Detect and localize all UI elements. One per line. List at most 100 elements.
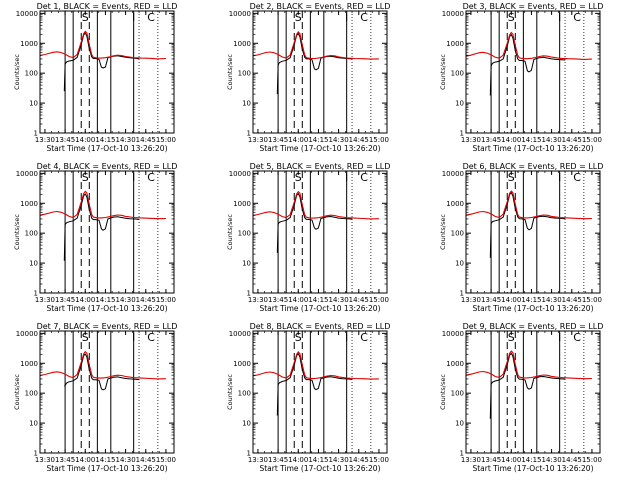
y-tick-label: 1 xyxy=(460,450,464,458)
x-tick-label: 14:30 xyxy=(329,296,349,304)
x-tick-label: 14:45 xyxy=(349,136,369,144)
y-tick-label: 10000 xyxy=(229,170,251,178)
x-tick-label: 13:30 xyxy=(35,456,55,464)
y-tick-label: 1 xyxy=(34,450,38,458)
x-tick-label: 14:30 xyxy=(542,296,562,304)
x-tick-label: 14:00 xyxy=(75,136,95,144)
y-tick-label: 10 xyxy=(455,420,464,428)
marker-letter-S: S xyxy=(295,171,302,184)
x-tick-label: 15:00 xyxy=(156,296,176,304)
y-tick-label: 1 xyxy=(247,290,251,298)
marker-letter-I: I xyxy=(345,11,348,24)
y-axis-label: Counts/sec xyxy=(439,214,447,250)
x-tick-label: 13:30 xyxy=(248,136,268,144)
x-tick-label: 13:45 xyxy=(481,136,501,144)
y-tick-label: 100 xyxy=(238,230,251,238)
events-series-line xyxy=(276,32,353,95)
y-tick-label: 10 xyxy=(242,260,251,268)
marker-letter-S: S xyxy=(295,331,302,344)
y-tick-label: 1000 xyxy=(446,200,464,208)
x-tick-label: 13:30 xyxy=(248,456,268,464)
y-tick-label: 10 xyxy=(455,100,464,108)
marker-letter-C: C xyxy=(147,11,155,24)
x-tick-label: 13:30 xyxy=(461,296,481,304)
x-tick-label: 14:30 xyxy=(329,136,349,144)
x-axis-label: Start Time (17-Oct-10 13:26:20) xyxy=(46,304,167,313)
events-series-line xyxy=(276,352,353,416)
x-tick-label: 14:15 xyxy=(521,456,541,464)
y-tick-label: 1 xyxy=(460,290,464,298)
plot-frame xyxy=(465,10,601,134)
y-axis-label: Counts/sec xyxy=(226,54,234,90)
y-tick-label: 1000 xyxy=(233,40,251,48)
y-tick-label: 10000 xyxy=(442,10,464,18)
y-tick-label: 1000 xyxy=(20,200,38,208)
y-tick-label: 10 xyxy=(242,420,251,428)
lld-series-line xyxy=(39,30,166,60)
plot-frame xyxy=(465,170,601,294)
x-tick-label: 14:30 xyxy=(542,136,562,144)
y-tick-label: 100 xyxy=(25,70,38,78)
marker-letter-I: I xyxy=(558,331,561,344)
x-tick-label: 14:45 xyxy=(349,456,369,464)
panel-title: Det 1, BLACK = Events, RED = LLD xyxy=(37,2,178,11)
y-tick-label: 10 xyxy=(242,100,251,108)
x-tick-label: 13:45 xyxy=(268,456,288,464)
plot-frame xyxy=(465,330,601,454)
y-tick-label: 10 xyxy=(29,260,38,268)
x-tick-label: 14:15 xyxy=(95,296,115,304)
x-tick-label: 14:00 xyxy=(75,296,95,304)
x-tick-label: 15:00 xyxy=(156,456,176,464)
x-tick-label: 13:30 xyxy=(248,296,268,304)
lld-series-line xyxy=(39,190,166,220)
panel-title: Det 3, BLACK = Events, RED = LLD xyxy=(463,2,604,11)
x-tick-label: 13:45 xyxy=(481,296,501,304)
panel-title: Det 2, BLACK = Events, RED = LLD xyxy=(250,2,391,11)
x-tick-label: 15:00 xyxy=(369,136,389,144)
plot-frame xyxy=(39,330,175,454)
plot-frame xyxy=(252,10,388,134)
x-axis-label: Start Time (17-Oct-10 13:26:20) xyxy=(259,144,380,153)
lld-series-line xyxy=(252,351,379,380)
lld-series-line xyxy=(465,350,592,380)
events-series-line xyxy=(63,353,140,391)
y-tick-label: 1000 xyxy=(446,360,464,368)
y-tick-label: 1 xyxy=(247,130,251,138)
x-tick-label: 14:00 xyxy=(501,456,521,464)
y-tick-label: 10000 xyxy=(442,170,464,178)
x-tick-label: 13:45 xyxy=(481,456,501,464)
y-axis-label: Counts/sec xyxy=(226,374,234,410)
x-tick-label: 15:00 xyxy=(369,456,389,464)
y-tick-label: 100 xyxy=(25,390,38,398)
y-axis-label: Counts/sec xyxy=(13,374,21,410)
marker-letter-S: S xyxy=(82,331,89,344)
x-axis-label: Start Time (17-Oct-10 13:26:20) xyxy=(46,144,167,153)
plot-frame xyxy=(252,170,388,294)
x-tick-label: 14:45 xyxy=(562,296,582,304)
x-tick-label: 13:45 xyxy=(55,296,75,304)
marker-letter-C: C xyxy=(573,331,581,344)
x-tick-label: 15:00 xyxy=(156,136,176,144)
y-tick-label: 100 xyxy=(451,230,464,238)
x-tick-label: 14:45 xyxy=(349,296,369,304)
panel-title: Det 8, BLACK = Events, RED = LLD xyxy=(250,322,391,331)
y-tick-label: 1000 xyxy=(446,40,464,48)
marker-letter-C: C xyxy=(360,331,368,344)
y-tick-label: 10 xyxy=(455,260,464,268)
x-axis-label: Start Time (17-Oct-10 13:26:20) xyxy=(472,464,593,473)
plot-frame xyxy=(39,170,175,294)
x-axis-label: Start Time (17-Oct-10 13:26:20) xyxy=(259,304,380,313)
x-tick-label: 15:00 xyxy=(369,296,389,304)
y-tick-label: 100 xyxy=(451,70,464,78)
marker-letter-I: I xyxy=(345,331,348,344)
marker-letter-C: C xyxy=(147,171,155,184)
y-tick-label: 10 xyxy=(29,420,38,428)
events-series-line xyxy=(489,33,566,96)
x-tick-label: 14:15 xyxy=(95,456,115,464)
panel-title: Det 9, BLACK = Events, RED = LLD xyxy=(463,322,604,331)
plot-frame xyxy=(39,10,175,134)
